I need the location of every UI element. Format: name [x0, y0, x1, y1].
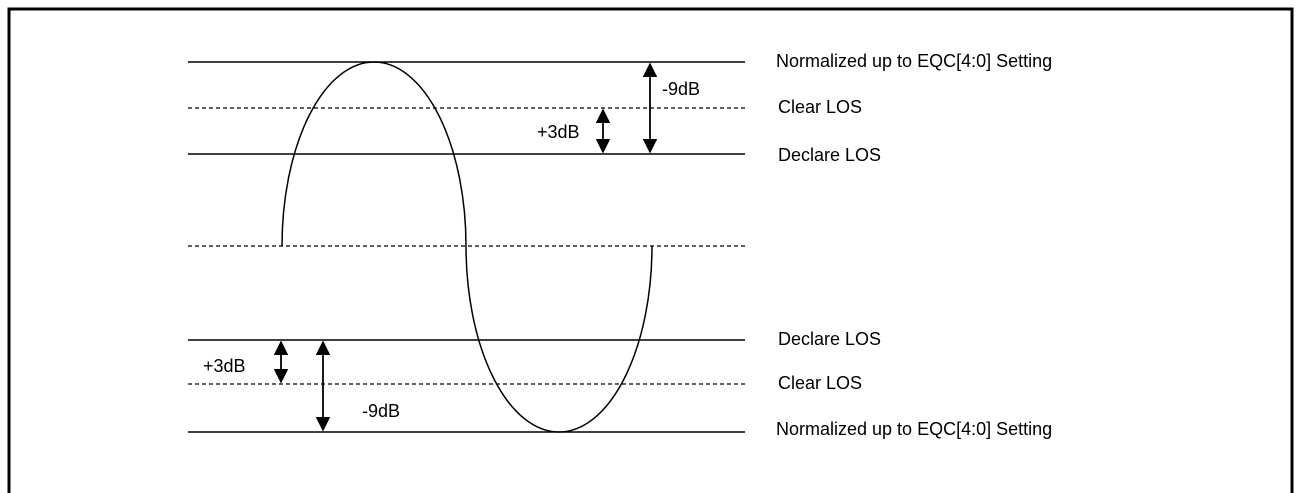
- annotation: +3dB: [203, 356, 246, 376]
- frame: [7, 7, 1294, 493]
- level-label: Declare LOS: [778, 329, 881, 349]
- level-label: Clear LOS: [778, 373, 862, 393]
- level-label: Normalized up to EQC[4:0] Setting: [776, 419, 1052, 439]
- level-label: Declare LOS: [778, 145, 881, 165]
- level-label: Clear LOS: [778, 97, 862, 117]
- annotation: -9dB: [662, 79, 700, 99]
- annotation: -9dB: [362, 401, 400, 421]
- waveform: [281, 61, 653, 433]
- annotation: +3dB: [537, 122, 580, 142]
- level-label: Normalized up to EQC[4:0] Setting: [776, 51, 1052, 71]
